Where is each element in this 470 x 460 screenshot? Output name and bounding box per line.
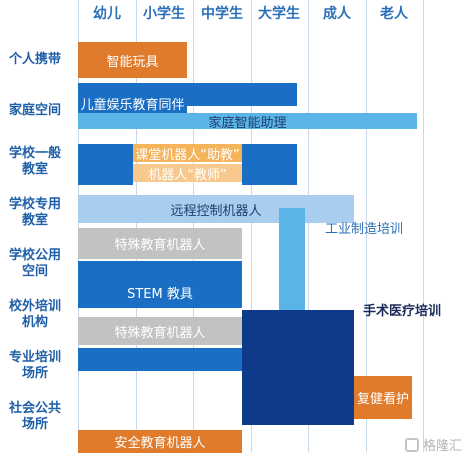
column-header: 成人 [323,6,351,22]
bar: 机器人“教师” [133,164,242,183]
bar: 安全教育机器人 [78,430,242,453]
bar [242,310,354,425]
grid-line [193,0,194,452]
column-header: 中学生 [201,6,243,22]
row-label: 社会公共 场所 [8,401,61,432]
grid-line [78,0,79,452]
watermark-logo-icon [404,437,419,452]
grid-line [136,0,137,452]
grid-line [308,0,309,452]
column-header: 小学生 [143,6,185,22]
bar: 远程控制机器人 [78,195,354,223]
grid-line [251,0,252,452]
watermark: 格隆汇 [404,435,462,454]
row-label: 学校专用 教室 [8,197,61,228]
bar: 特殊教育机器人 [78,317,242,345]
watermark-text: 格隆汇 [422,439,462,454]
bar: STEM 教具 [78,277,242,308]
bar [242,144,297,185]
grid-line [366,0,367,452]
bar: 智能玩具 [78,42,187,78]
row-label: 学校公用 空间 [8,248,61,279]
annotation-label: 手术医疗培训 [363,304,442,319]
annotation-label: 工业制造培训 [325,222,404,237]
bar: 特殊教育机器人 [78,228,242,259]
column-header: 大学生 [258,6,300,22]
row-label: 个人携带 [8,52,61,67]
grid-line [423,0,424,452]
row-label: 学校一般 教室 [8,146,61,177]
bar [78,348,242,371]
column-header: 幼儿 [93,6,121,22]
bar: 课堂机器人“助教” [133,144,242,163]
row-label: 家庭空间 [8,103,61,118]
column-header: 老人 [380,6,408,22]
row-label: 校外培训 机构 [8,299,61,330]
bar: 复健看护 [354,376,412,419]
bar [78,144,133,185]
row-label: 专业培训 场所 [8,350,61,381]
bar: 儿童娱乐教育同伴 [78,93,187,113]
bar: 家庭智能助理 [78,113,417,131]
